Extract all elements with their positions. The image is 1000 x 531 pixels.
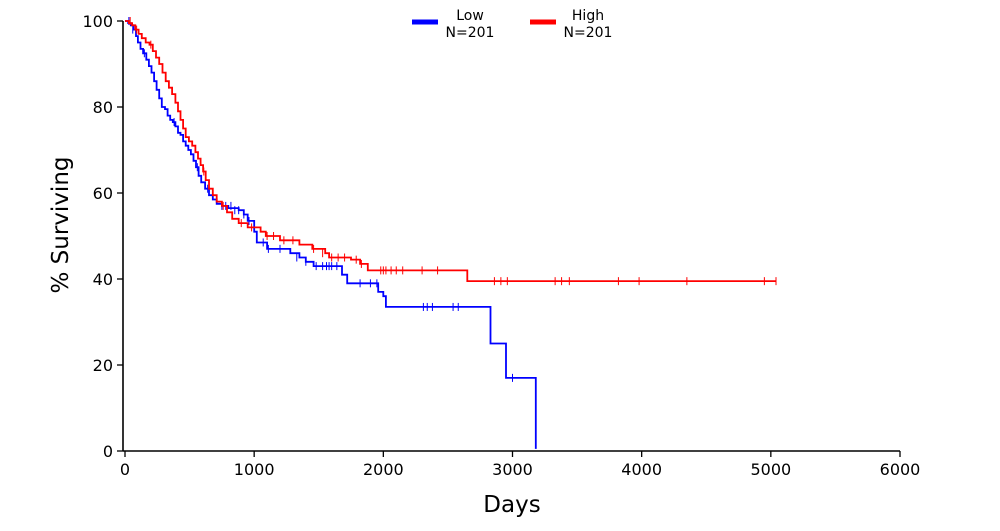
plot-area (125, 17, 777, 449)
survival-curve-low (125, 20, 537, 449)
survival-curve-high (125, 20, 776, 282)
axes: 0 1000 2000 3000 4000 5000 6000 0 20 40 60 80 100 (82, 12, 920, 479)
y-tick-label: 0 (103, 442, 113, 461)
x-tick-label: 4000 (621, 460, 662, 479)
y-tick-label: 60 (93, 184, 113, 203)
legend-label: High (572, 8, 604, 24)
y-tick-label: 20 (93, 356, 113, 375)
x-axis-title: Days (483, 492, 540, 518)
x-tick-label: 6000 (880, 460, 921, 479)
legend-count: N=201 (564, 25, 613, 41)
y-tick-label: 80 (93, 98, 113, 117)
y-tick-label: 100 (82, 12, 113, 31)
series-low (125, 17, 537, 449)
series-high (125, 17, 777, 286)
x-tick-label: 1000 (234, 460, 275, 479)
y-tick-label: 40 (93, 270, 113, 289)
x-tick-label: 5000 (750, 460, 791, 479)
legend-count: N=201 (446, 25, 495, 41)
legend-label: Low (456, 8, 484, 24)
x-tick-label: 3000 (492, 460, 533, 479)
x-tick-label: 0 (120, 460, 130, 479)
y-axis-title: % Surviving (48, 157, 74, 294)
x-tick-label: 2000 (363, 460, 404, 479)
